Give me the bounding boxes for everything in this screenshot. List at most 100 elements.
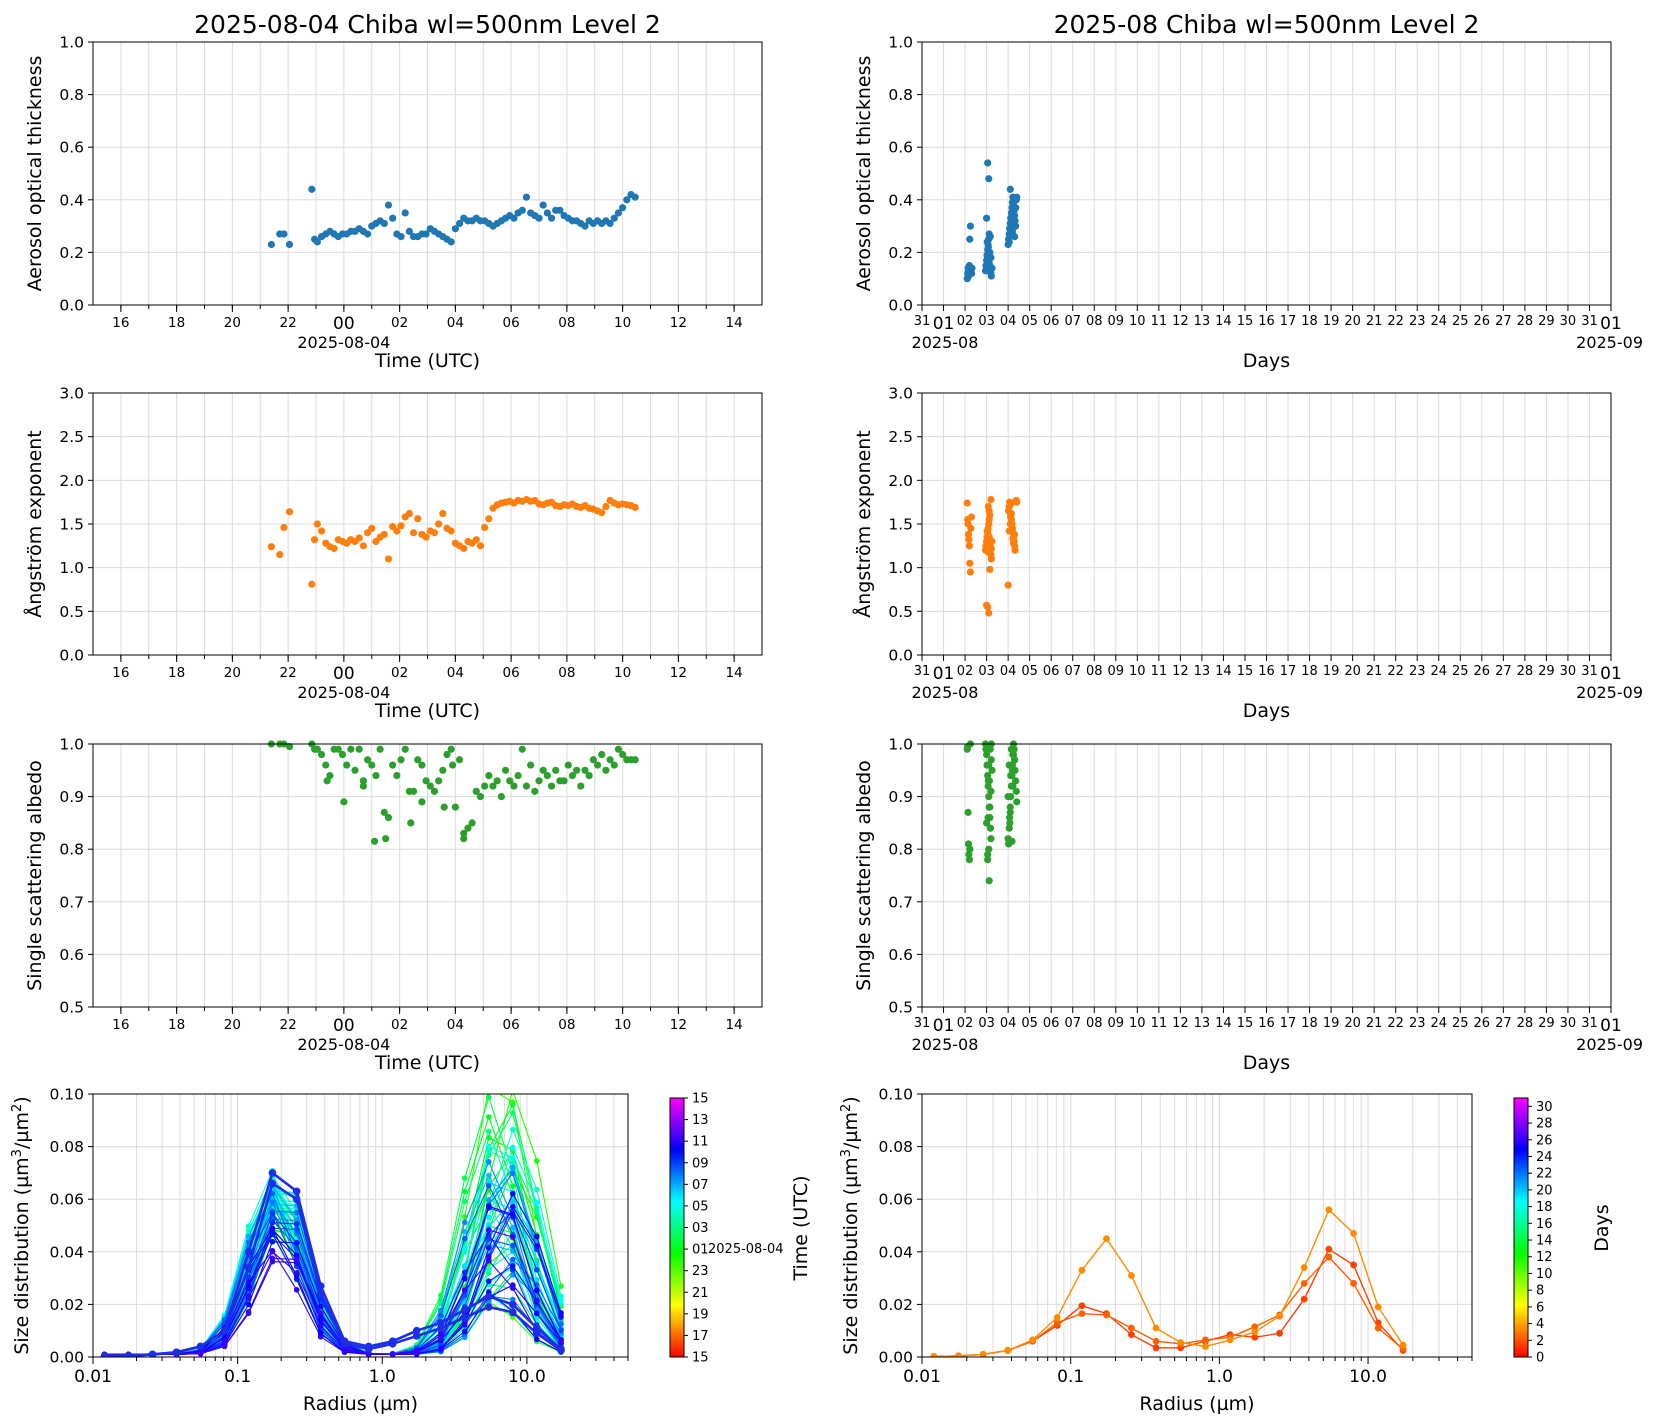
psd_day-series-point <box>317 1310 324 1317</box>
ssa_month-point <box>1005 761 1013 769</box>
ssa_month-xlabel: Days <box>1243 1052 1290 1074</box>
ssa_day-point <box>430 787 439 795</box>
aot_month-xtick-label: 22 <box>1387 314 1404 329</box>
ae_month-point <box>985 533 993 541</box>
ae_day-point <box>422 533 430 541</box>
aot_month-points <box>963 159 1021 283</box>
ae_day-point <box>393 527 401 535</box>
ae_day-point <box>447 527 455 535</box>
psd_day-series-point <box>292 1195 301 1203</box>
ae_day-xtick-label: 00 <box>333 664 355 684</box>
ssa_day-xtick-label: 12 <box>670 1017 687 1033</box>
ssa_day-xtick-label: 18 <box>168 1017 185 1033</box>
aot_month-point <box>1010 233 1019 241</box>
ae_month-ytick-label: 2.5 <box>888 428 913 446</box>
ssa_day-point <box>351 766 359 774</box>
ae_day-xtick-label: 06 <box>503 665 520 681</box>
ssa_month-point <box>1012 777 1020 785</box>
ssa_month-point <box>966 845 974 853</box>
ssa_month-xtick-label: 21 <box>1366 1016 1383 1031</box>
ae_month-ytick-label: 2.0 <box>888 472 913 490</box>
psd_day-series-point <box>558 1339 564 1346</box>
ae_month-point <box>1013 498 1021 506</box>
psd_day-series-point <box>510 1126 516 1133</box>
aot_month-xtick-label: 04 <box>1000 314 1017 329</box>
psd_day-series-point <box>510 1256 516 1263</box>
aot_day-point <box>619 204 627 212</box>
psd_day-series-point <box>196 1342 205 1351</box>
aot_month-xtick-label: 06 <box>1043 314 1060 329</box>
ssa_day-point <box>493 777 501 785</box>
psd_day-series-point <box>510 1155 516 1161</box>
ssa_month-xtick-label: 08 <box>1086 1016 1103 1031</box>
ssa_month-xtick-label: 04 <box>1000 1016 1017 1031</box>
ssa_month-point <box>1006 808 1014 816</box>
psd_day-colorbar-label: Time (UTC) <box>790 1175 812 1281</box>
aot_month-ytick-label: 1.0 <box>888 34 913 52</box>
psd_day-series-point <box>510 1262 516 1269</box>
aot_month-point <box>1007 219 1015 228</box>
ae_month-xtick-label: 26 <box>1474 664 1491 679</box>
aot_day-ytick-label: 0.4 <box>59 191 84 209</box>
psd_month-series-point <box>1350 1229 1357 1237</box>
psd_day-series-point <box>461 1262 468 1269</box>
ae_month-point <box>965 536 973 544</box>
psd_month-series-point <box>1152 1337 1160 1345</box>
psd_day-series-point <box>485 1182 492 1189</box>
psd_month-xlabel: Radius (µm) <box>1139 1393 1254 1415</box>
ssa_day-point <box>460 835 468 843</box>
ae_month-ytick-label: 1.0 <box>888 559 913 577</box>
psd_day-series-point <box>486 1084 492 1090</box>
psd_month-series-point <box>1127 1272 1135 1279</box>
aot_month-point <box>1012 204 1020 212</box>
ssa_month-xtick-label: 11 <box>1151 1016 1168 1031</box>
ae_month-point <box>1009 535 1017 543</box>
ssa_month-point <box>1005 824 1013 832</box>
ae_month-xtick-label: 24 <box>1430 664 1447 679</box>
psd_day-ylabel: Size distribution (µm3/µm2) <box>10 1096 33 1354</box>
ssa_month-xtick-label: 06 <box>1043 1016 1060 1031</box>
ae_day-point <box>472 536 480 544</box>
ssa_month-right-date: 2025-09 <box>1576 1035 1643 1054</box>
aot_day-point <box>606 219 614 228</box>
ssa_month-xtick-label: 02 <box>957 1016 974 1031</box>
aot_day-ytick-label: 0.0 <box>59 297 84 315</box>
psd_month-ytick-label: 0.10 <box>878 1086 913 1104</box>
aot_day-point <box>313 238 321 246</box>
aot_month-xtick-label: 21 <box>1366 314 1383 329</box>
ae_day-ytick-label: 3.0 <box>59 385 84 403</box>
psd_month-colorbar <box>1513 1097 1529 1358</box>
ae_day-xtick-label: 18 <box>168 665 185 681</box>
ssa_month-point <box>1006 819 1014 827</box>
psd_day-series-point <box>461 1287 468 1294</box>
aot_day-ylabel: Aerosol optical thickness <box>24 56 46 292</box>
aot_day-title: 2025-08-04 Chiba wl=500nm Level 2 <box>194 10 661 39</box>
ssa_month-frame <box>921 743 1612 1008</box>
ssa_day-point <box>455 756 464 764</box>
psd_day-series-point <box>413 1349 420 1356</box>
psd_day-series-point <box>461 1275 468 1281</box>
ae_day-point <box>285 508 294 516</box>
ssa_day-xtick-label: 14 <box>726 1017 743 1033</box>
psd_day-series-point <box>532 1329 541 1338</box>
psd_month-series-point <box>1226 1336 1234 1344</box>
psd_day-series-point <box>485 1159 492 1165</box>
aot_day-xtick-label: 02 <box>391 315 408 331</box>
psd_month-series-point <box>1350 1279 1357 1287</box>
ssa_month-point <box>985 761 993 769</box>
aot_month-xtick-label: 31 <box>914 314 931 329</box>
psd_month-ytick-label: 0.00 <box>878 1349 913 1367</box>
psd_day-series-point <box>485 1298 492 1305</box>
psd_month-colorbar-tick-label: 30 <box>1536 1100 1553 1115</box>
psd_day-series-point <box>558 1313 564 1319</box>
ae_month-xtick-label: 08 <box>1086 664 1103 679</box>
ssa_day-point <box>355 745 363 753</box>
ssa_day-xlabel: Time (UTC) <box>374 1052 480 1074</box>
ae_day-point <box>405 509 413 518</box>
aot_day-point <box>363 230 372 238</box>
psd_day-series-point <box>510 1203 516 1210</box>
ssa_day-point <box>338 750 347 759</box>
aot_month-xtick-label: 11 <box>1151 314 1168 329</box>
psd_day-series-point <box>269 1226 276 1233</box>
aot_day-xtick-label: 04 <box>447 315 464 331</box>
